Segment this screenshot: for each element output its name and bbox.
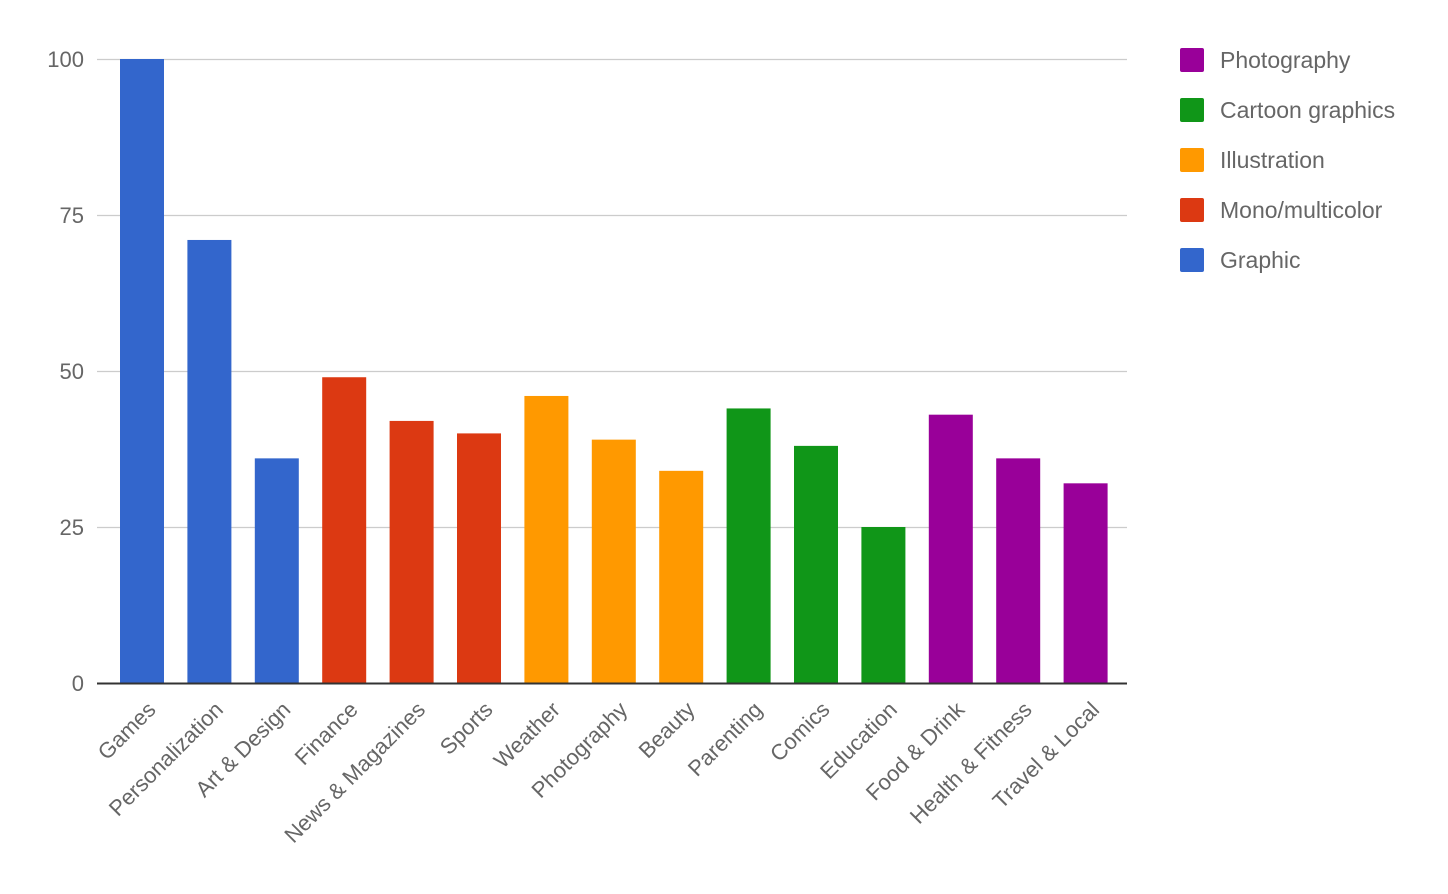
bar <box>659 470 704 683</box>
bar <box>1063 483 1108 683</box>
legend-label: Photography <box>1220 47 1351 73</box>
bar <box>928 414 973 683</box>
x-tick-label: Health & Fitness <box>905 697 1037 829</box>
legend-item: Illustration <box>1180 147 1325 173</box>
legend-swatch <box>1180 198 1204 222</box>
y-tick-label: 25 <box>60 515 84 540</box>
x-tick-label: Beauty <box>634 697 700 763</box>
legend-label: Graphic <box>1220 247 1301 273</box>
legend-swatch <box>1180 98 1204 122</box>
y-tick-label: 75 <box>60 203 84 228</box>
bars <box>120 59 1108 683</box>
legend-item: Mono/multicolor <box>1180 197 1383 223</box>
legend-label: Illustration <box>1220 147 1325 173</box>
bar <box>120 59 164 683</box>
bar <box>861 527 906 683</box>
bar <box>996 458 1041 683</box>
y-tick-labels: 0 25 50 75 100 <box>47 47 84 696</box>
bar <box>187 239 232 683</box>
bar <box>322 377 367 683</box>
bar <box>591 439 636 683</box>
x-tick-label: Games <box>93 697 161 765</box>
y-tick-label: 100 <box>47 47 84 72</box>
x-tick-label: Personalization <box>104 697 228 821</box>
legend-label: Mono/multicolor <box>1220 197 1383 223</box>
x-tick-label: Parenting <box>683 697 767 781</box>
legend-swatch <box>1180 248 1204 272</box>
x-tick-label: Sports <box>435 697 498 760</box>
legend-swatch <box>1180 48 1204 72</box>
bar <box>726 408 771 683</box>
legend-item: Graphic <box>1180 247 1301 273</box>
bar <box>389 420 434 683</box>
legend-item: Photography <box>1180 47 1351 73</box>
y-tick-label: 0 <box>72 671 84 696</box>
bar <box>254 458 299 683</box>
legend-swatch <box>1180 148 1204 172</box>
bar <box>524 395 569 683</box>
bar <box>794 445 838 683</box>
legend-label: Cartoon graphics <box>1220 97 1395 123</box>
bar <box>457 433 501 683</box>
legend: Photography Cartoon graphics Illustration M… <box>1180 47 1395 273</box>
legend-item: Cartoon graphics <box>1180 97 1395 123</box>
y-tick-label: 50 <box>60 359 84 384</box>
